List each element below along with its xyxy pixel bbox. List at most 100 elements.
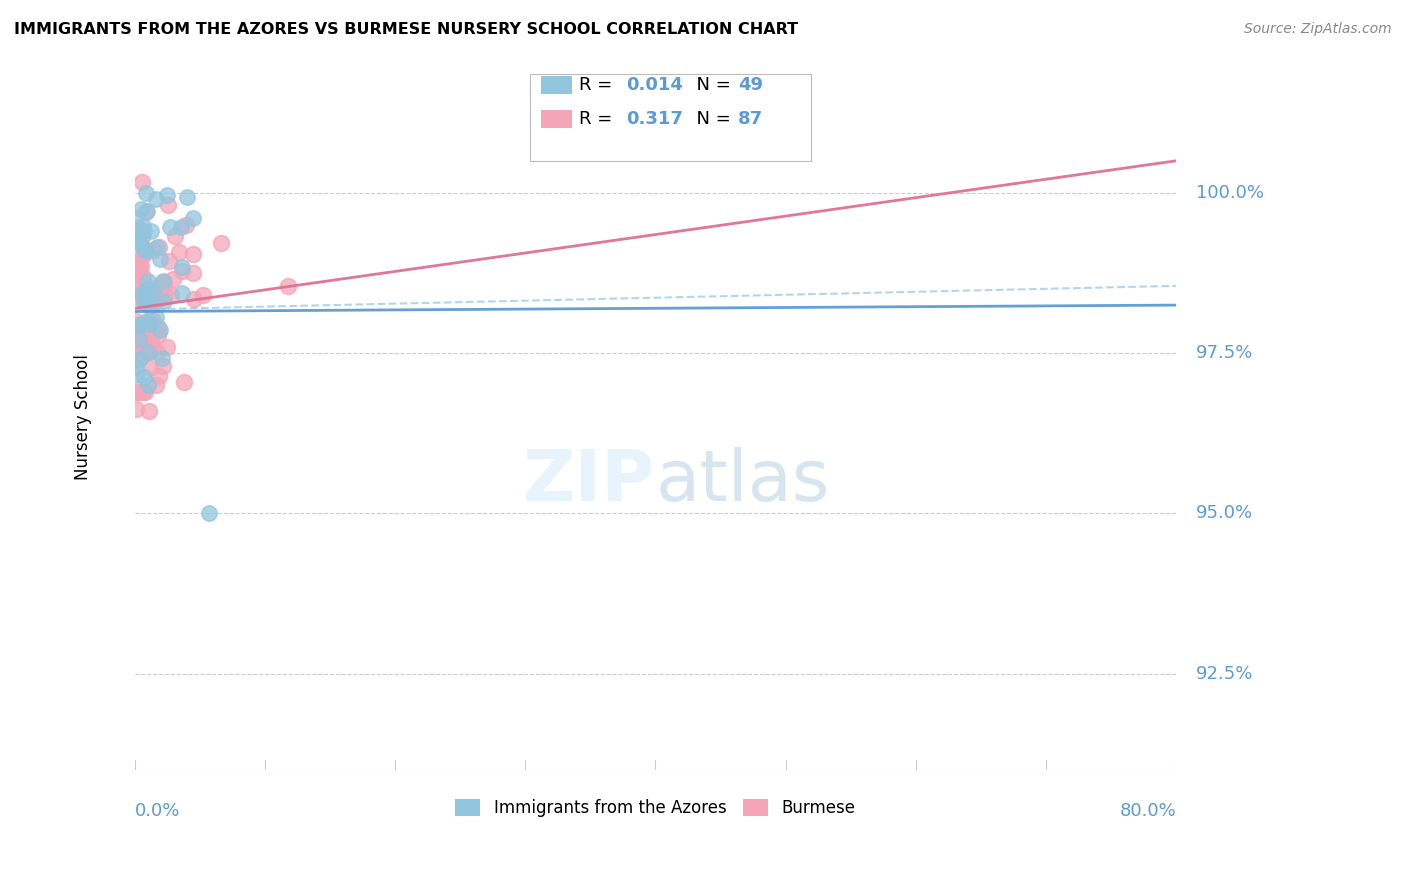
Point <box>129 286 152 301</box>
Point <box>128 235 150 250</box>
Point <box>131 317 153 331</box>
Point <box>135 293 157 308</box>
Point <box>170 219 193 234</box>
Point <box>131 250 153 264</box>
Point <box>198 506 221 520</box>
Text: 0.014: 0.014 <box>626 76 682 94</box>
Point <box>150 351 173 365</box>
Point <box>148 323 170 337</box>
Point <box>127 231 149 245</box>
Text: 92.5%: 92.5% <box>1195 665 1253 682</box>
Point <box>145 310 167 324</box>
Point <box>157 253 180 268</box>
Text: atlas: atlas <box>655 447 830 516</box>
Text: 0.0%: 0.0% <box>135 802 180 820</box>
Point <box>129 256 152 270</box>
Point <box>142 285 165 300</box>
Point <box>138 282 160 296</box>
Point <box>170 264 193 278</box>
Point <box>136 295 159 310</box>
Point <box>128 280 150 294</box>
Point <box>138 327 160 342</box>
Point <box>181 211 204 225</box>
Point <box>128 352 150 367</box>
Point <box>139 295 162 310</box>
Point <box>127 318 149 332</box>
Point <box>141 319 163 334</box>
Point <box>135 345 157 359</box>
Text: 80.0%: 80.0% <box>1119 802 1175 820</box>
Point <box>150 276 173 290</box>
Point <box>125 267 148 281</box>
Point <box>160 288 183 302</box>
Text: 100.0%: 100.0% <box>1195 184 1264 202</box>
Point <box>173 375 195 389</box>
Point <box>142 243 165 257</box>
Point <box>127 262 149 277</box>
Point <box>148 369 170 384</box>
Point <box>138 299 160 313</box>
Point <box>191 287 214 301</box>
Point <box>132 286 155 301</box>
Point <box>135 186 157 201</box>
Point <box>136 289 159 303</box>
Point <box>135 204 157 219</box>
Point <box>127 385 149 400</box>
Point <box>125 368 148 382</box>
Point <box>125 231 148 245</box>
Point <box>136 291 159 305</box>
Point <box>167 244 190 259</box>
Point <box>134 329 156 343</box>
Text: 97.5%: 97.5% <box>1195 344 1253 362</box>
Point <box>135 204 157 219</box>
Point <box>131 286 153 301</box>
Point <box>170 260 193 275</box>
Point <box>132 219 155 233</box>
Point <box>132 289 155 303</box>
Point <box>125 359 148 374</box>
Legend: Immigrants from the Azores, Burmese: Immigrants from the Azores, Burmese <box>449 792 862 824</box>
Point <box>125 342 148 356</box>
Point <box>141 281 163 295</box>
Point <box>132 224 155 238</box>
Point <box>141 338 163 352</box>
Point <box>128 318 150 333</box>
Point <box>134 384 156 399</box>
Point <box>129 260 152 275</box>
Point <box>149 291 172 305</box>
Text: 87: 87 <box>738 110 763 128</box>
Point <box>139 317 162 331</box>
Text: R =: R = <box>579 110 619 128</box>
Point <box>153 294 176 309</box>
Point <box>132 247 155 261</box>
Point <box>125 352 148 367</box>
Point <box>170 286 193 301</box>
Point <box>125 335 148 350</box>
Point <box>127 340 149 354</box>
Text: 0.317: 0.317 <box>626 110 682 128</box>
Text: 95.0%: 95.0% <box>1195 505 1253 523</box>
Point <box>125 314 148 328</box>
Point <box>132 338 155 352</box>
Point <box>181 266 204 280</box>
Point <box>146 327 169 342</box>
Point <box>277 279 299 293</box>
Point <box>136 314 159 328</box>
Point <box>129 237 152 252</box>
Point <box>209 236 232 251</box>
Point <box>165 229 187 244</box>
Point <box>142 285 165 299</box>
Point <box>153 287 176 301</box>
Point <box>145 345 167 359</box>
Text: Nursery School: Nursery School <box>73 354 91 480</box>
Point <box>136 274 159 288</box>
Point <box>125 318 148 333</box>
Point <box>149 252 172 267</box>
Point <box>162 271 184 285</box>
Text: N =: N = <box>685 110 737 128</box>
Point <box>155 188 177 202</box>
Point <box>129 280 152 294</box>
Point <box>159 219 181 234</box>
Point <box>131 286 153 301</box>
Point <box>132 385 155 400</box>
